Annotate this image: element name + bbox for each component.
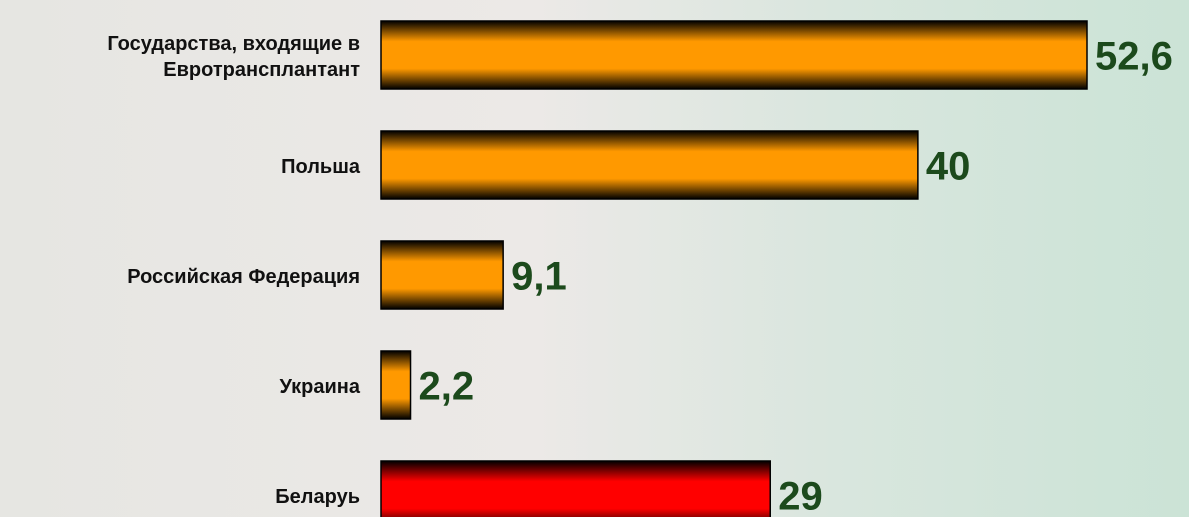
value-label: 9,1 bbox=[511, 255, 567, 299]
category-label: Украина bbox=[279, 376, 360, 398]
value-label: 29 bbox=[778, 475, 823, 517]
bar bbox=[380, 20, 1088, 90]
category-label: Российская Федерация bbox=[127, 266, 360, 288]
category-label: Беларуь bbox=[275, 486, 360, 508]
category-label: Государства, входящие в Евротрансплантан… bbox=[107, 33, 360, 81]
value-label: 52,6 bbox=[1095, 35, 1173, 79]
value-label: 40 bbox=[926, 145, 971, 189]
bar bbox=[380, 240, 504, 310]
category-label: Польша bbox=[281, 156, 360, 178]
value-label: 2,2 bbox=[419, 365, 475, 409]
bar bbox=[380, 130, 919, 200]
bar bbox=[380, 350, 412, 420]
bar bbox=[380, 460, 771, 517]
